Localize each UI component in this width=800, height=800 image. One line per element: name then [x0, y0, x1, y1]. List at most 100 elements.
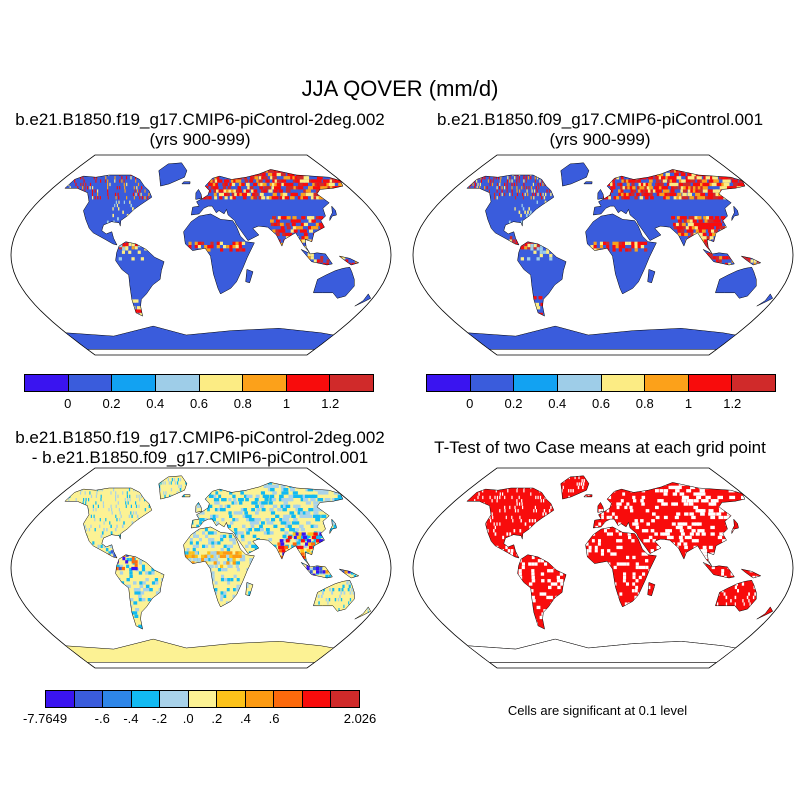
coastline — [329, 205, 337, 221]
coastline — [702, 562, 735, 579]
coastline — [115, 554, 165, 630]
coastline — [592, 482, 746, 566]
colorbar-swatch — [243, 375, 287, 391]
colorbar-tick-label: -7.7649 — [22, 711, 68, 726]
colorbar-tick-label: .0 — [182, 711, 194, 726]
coastline — [183, 213, 255, 295]
colorbar-tick-label: 1.2 — [321, 396, 340, 411]
colorbar-case1-ticks: 0 0.2 0.4 0.6 0.8 1 1.2 — [24, 396, 374, 412]
coastline — [158, 162, 188, 187]
coastline — [64, 174, 153, 246]
coastline — [181, 181, 191, 185]
panel-title-bottom-left-line2: - b.e21.B1850.f09_g17.CMIP6-piControl.00… — [31, 448, 369, 467]
coastline — [597, 501, 605, 513]
coastline — [300, 249, 333, 266]
colorbar-swatch — [427, 375, 471, 391]
colorbar-tick-label: 0.2 — [102, 396, 121, 411]
map-difference — [10, 467, 392, 669]
colorbar-tick-label: 0.4 — [146, 396, 165, 411]
panel-title-top-left-line1: b.e21.B1850.f19_g17.CMIP6-piControl-2deg… — [15, 110, 385, 129]
colorbar-case2 — [426, 374, 776, 392]
colorbar-swatch — [217, 691, 246, 707]
panel-title-top-left: b.e21.B1850.f19_g17.CMIP6-piControl-2deg… — [0, 110, 400, 150]
coastline — [647, 269, 656, 284]
colorbar-tick-label: -.4 — [123, 711, 139, 726]
coastline — [339, 568, 360, 579]
colorbar-tick-label: 0.4 — [548, 396, 567, 411]
colorbar-tick-label: 0.6 — [189, 396, 209, 411]
colorbar-swatch — [274, 691, 303, 707]
coastline — [313, 266, 355, 299]
colorbar-swatch — [245, 691, 275, 707]
panel-title-top-right-line2: (yrs 900-999) — [549, 130, 651, 149]
coastline — [158, 475, 188, 500]
antarctica-not-significant — [466, 638, 737, 663]
coastline — [466, 174, 555, 246]
coastline — [597, 188, 605, 200]
colorbar-tick-label: 2.026 — [343, 711, 377, 726]
map-ttest — [412, 467, 794, 669]
coastline — [715, 579, 757, 612]
colorbar-tick-label: 0.8 — [233, 396, 252, 411]
colorbar-swatch — [302, 691, 332, 707]
coastline — [583, 181, 593, 185]
colorbar-case2-ticks: 0 0.2 0.4 0.6 0.8 1 1.2 — [426, 396, 776, 412]
significance-note: Cells are significant at 0.1 level — [507, 703, 688, 718]
coastline — [181, 494, 191, 498]
main-title: JJA QOVER (mm/d) — [301, 76, 499, 101]
colorbar-tick-label: -.6 — [94, 711, 110, 726]
coastline — [195, 188, 203, 200]
colorbar-swatch — [131, 691, 161, 707]
coastline — [190, 169, 344, 253]
colorbar-swatch — [514, 375, 558, 391]
colorbar-swatch — [331, 691, 360, 707]
coastline — [731, 518, 739, 534]
coastline — [517, 554, 567, 630]
coastline — [585, 526, 657, 608]
colorbar-swatch — [645, 375, 689, 391]
coastline — [560, 162, 590, 187]
coastline — [466, 487, 555, 559]
coastline — [64, 638, 335, 663]
colorbar-tick-label: 1 — [684, 396, 693, 411]
panel-title-bottom-left-line1: b.e21.B1850.f19_g17.CMIP6-piControl-2deg… — [15, 428, 385, 447]
colorbar-swatch — [688, 375, 733, 391]
colorbar-tick-label: 0.2 — [504, 396, 523, 411]
colorbar-swatch — [199, 375, 244, 391]
panel-title-bottom-left: b.e21.B1850.f19_g17.CMIP6-piControl-2deg… — [0, 428, 400, 468]
colorbar-case1 — [24, 374, 374, 392]
coastline — [585, 213, 657, 295]
colorbar-tick-label: 1.2 — [723, 396, 742, 411]
panel-title-top-left-line2: (yrs 900-999) — [149, 130, 251, 149]
colorbar-swatch — [330, 375, 373, 391]
coastline — [560, 475, 590, 500]
colorbar-swatch — [470, 375, 515, 391]
coastline — [245, 269, 254, 284]
colorbar-swatch — [112, 375, 156, 391]
colorbar-tick-label: 0.6 — [591, 396, 611, 411]
coastline — [245, 582, 254, 597]
coastline — [339, 255, 360, 266]
colorbar-tick-label: .6 — [268, 711, 280, 726]
colorbar-swatch — [46, 691, 75, 707]
coastline — [300, 562, 333, 579]
coastline — [329, 518, 337, 534]
colorbar-swatch — [160, 691, 189, 707]
colorbar-swatch — [25, 375, 69, 391]
colorbar-swatch — [68, 375, 113, 391]
colorbar-tick-label: -.2 — [151, 711, 168, 726]
coastline — [466, 325, 737, 350]
colorbar-swatch — [74, 691, 104, 707]
coastline — [64, 325, 335, 350]
colorbar-tick-label: .4 — [240, 711, 251, 726]
coastline — [195, 501, 203, 513]
coastline — [583, 494, 593, 498]
colorbar-swatch — [188, 691, 218, 707]
colorbar-tick-label: 0.8 — [635, 396, 654, 411]
coastline — [115, 241, 165, 317]
coastline — [741, 568, 762, 579]
colorbar-swatch — [286, 375, 331, 391]
colorbar-swatch — [103, 691, 132, 707]
coastline — [64, 487, 153, 559]
colorbar-tick-label: 1 — [282, 396, 291, 411]
